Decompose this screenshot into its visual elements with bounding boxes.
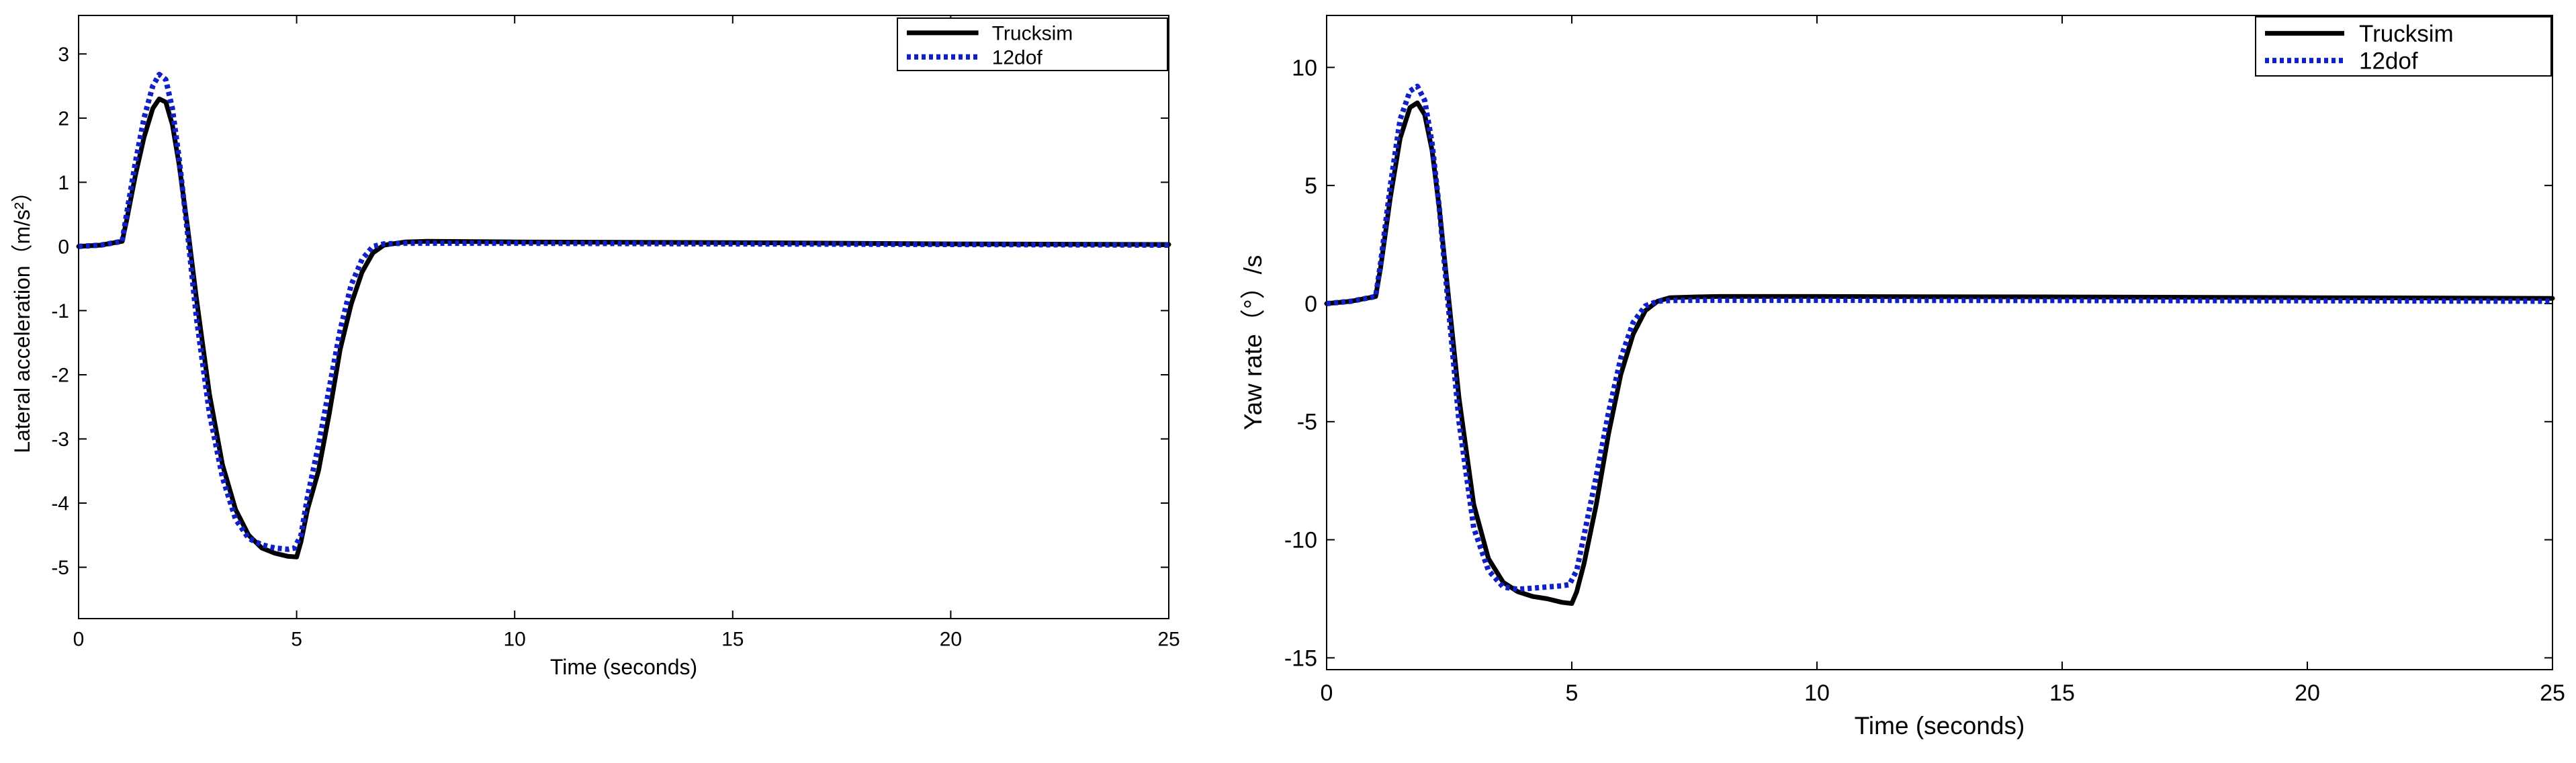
x-tick-label: 0 bbox=[1321, 680, 1333, 706]
lateral-acceleration-chart: 0 5 10 15 20 25 -5 -4 -3 -2 -1 0 1 2 3 Time (seconds) La… bbox=[10, 15, 1180, 679]
x-tick-label: 25 bbox=[1157, 629, 1180, 651]
series-line-trucksim bbox=[76, 96, 1171, 559]
y-tick-label: -3 bbox=[51, 429, 69, 451]
legend-label-trucksim: Trucksim bbox=[2359, 21, 2454, 47]
x-tick-label: 15 bbox=[2049, 680, 2075, 706]
x-tick-label: 20 bbox=[940, 629, 962, 651]
x-tick-label: 0 bbox=[73, 629, 85, 651]
y-tick-label: -2 bbox=[51, 364, 69, 386]
y-tick-label: -10 bbox=[1284, 528, 1317, 553]
y-tick-label: -5 bbox=[51, 557, 69, 579]
x-tick-label: 5 bbox=[1566, 680, 1579, 706]
legend-box bbox=[897, 17, 1168, 71]
legend-label-12dof: 12dof bbox=[2359, 48, 2418, 75]
x-tick-label: 15 bbox=[721, 629, 744, 651]
legend-box bbox=[2255, 16, 2552, 77]
x-axis-label: Time (seconds) bbox=[550, 655, 697, 679]
y-tick-label: 1 bbox=[58, 172, 69, 194]
x-tick-label: 20 bbox=[2295, 680, 2320, 706]
y-tick-label: -4 bbox=[51, 493, 69, 515]
plot-area bbox=[78, 15, 1169, 619]
y-tick-label: 0 bbox=[58, 236, 69, 258]
y-tick-label: -15 bbox=[1284, 645, 1317, 671]
x-tick-label: 10 bbox=[1804, 680, 1830, 706]
yaw-rate-chart: 0 5 10 15 20 25 -15 -10 -5 0 5 10 Time (seconds) Yaw … bbox=[1239, 15, 2565, 739]
y-tick-label: -1 bbox=[51, 300, 69, 322]
y-axis-label: Lateral acceleration（m/s²） bbox=[10, 181, 34, 453]
series-line-12dof bbox=[1326, 83, 2553, 592]
series-line-trucksim bbox=[1324, 100, 2555, 606]
legend-label-trucksim: Trucksim bbox=[992, 23, 1073, 45]
y-tick-label: 10 bbox=[1292, 55, 1317, 81]
x-tick-label: 25 bbox=[2540, 680, 2565, 706]
x-tick-label: 5 bbox=[291, 629, 302, 651]
y-axis-label: Yaw rate（°）/s bbox=[1239, 255, 1267, 431]
x-axis-label: Time (seconds) bbox=[1855, 712, 2025, 739]
x-tick-label: 10 bbox=[504, 629, 526, 651]
legend-label-12dof: 12dof bbox=[992, 47, 1043, 69]
y-tick-label: 3 bbox=[58, 44, 69, 66]
y-tick-label: 2 bbox=[58, 107, 69, 130]
y-tick-label: 0 bbox=[1304, 291, 1317, 317]
y-tick-label: -5 bbox=[1297, 410, 1317, 435]
plot-area bbox=[1326, 15, 2553, 670]
y-tick-label: 5 bbox=[1304, 173, 1317, 199]
